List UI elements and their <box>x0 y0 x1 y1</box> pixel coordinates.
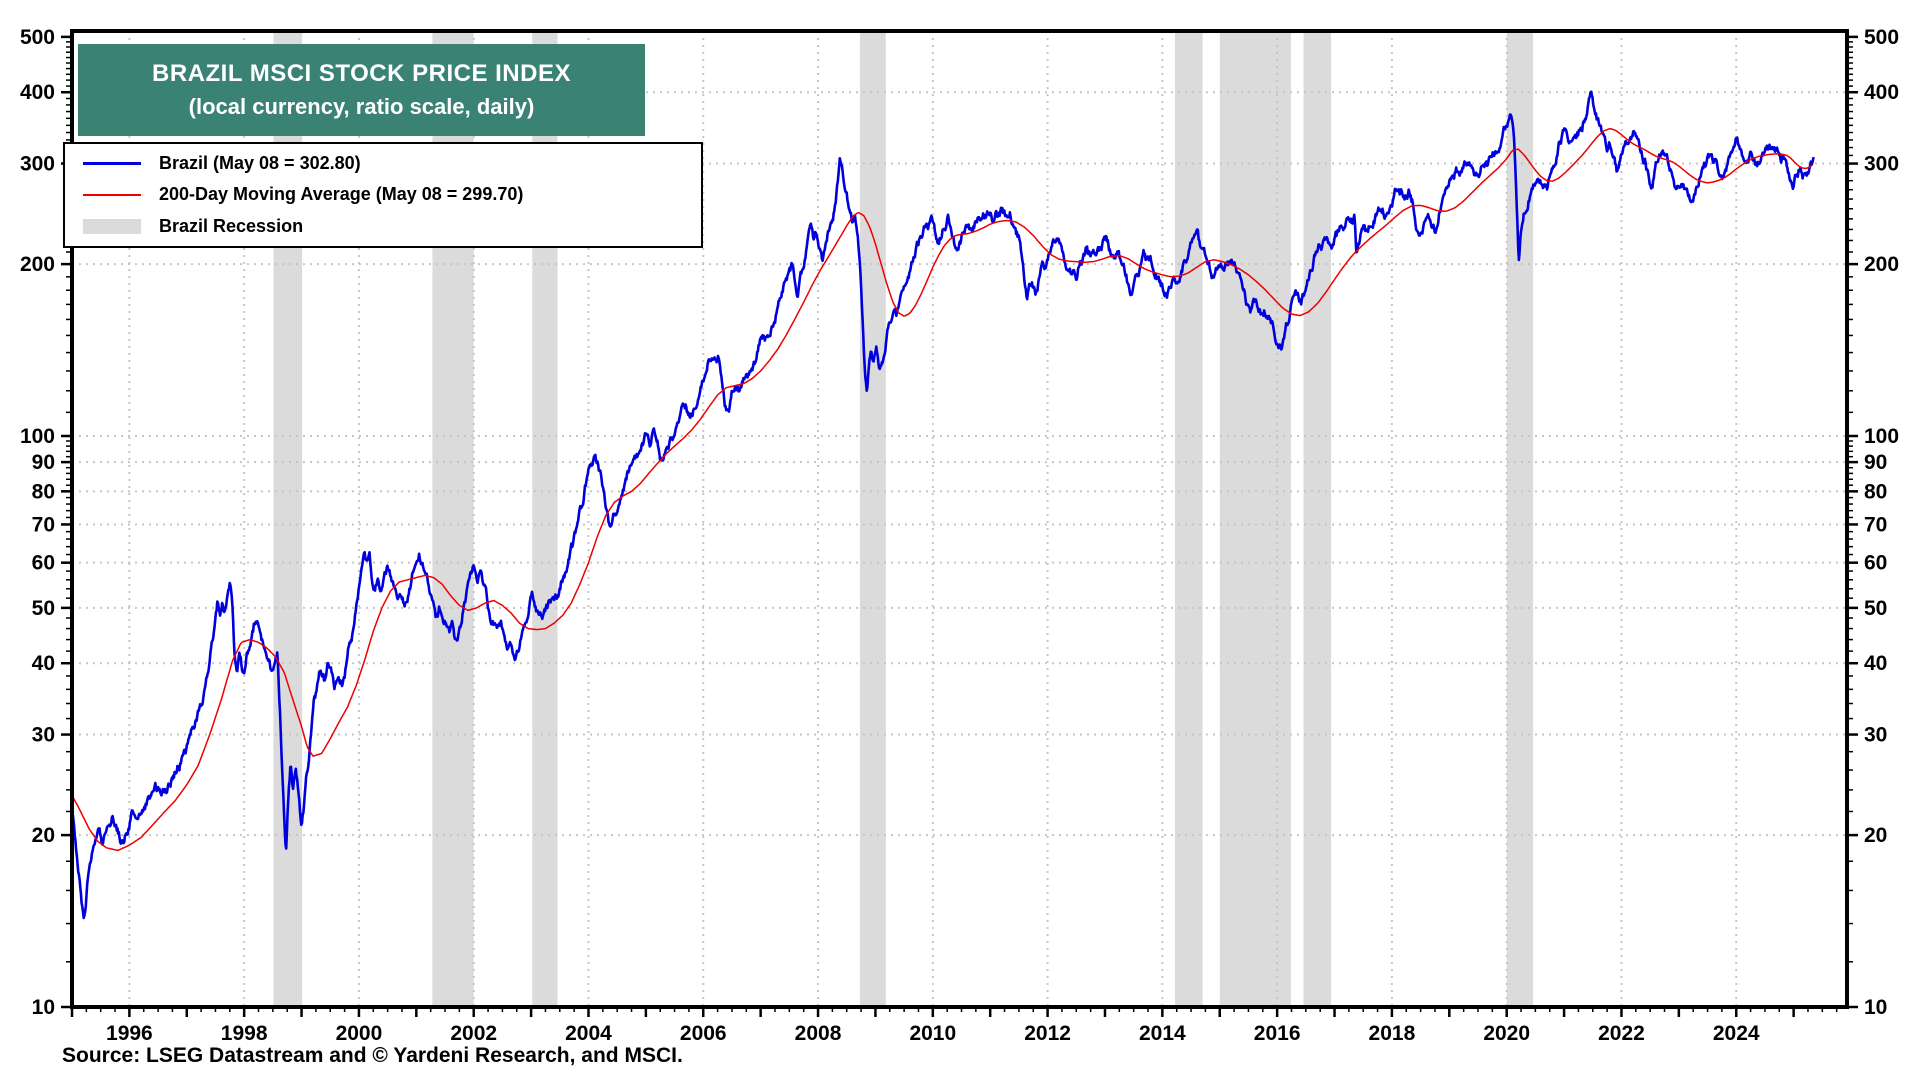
recession-band <box>1174 31 1203 1007</box>
legend-item-recession: Brazil Recession <box>65 211 701 242</box>
x-axis-label: 2020 <box>1483 1022 1530 1045</box>
y-axis-label-left: 80 <box>32 480 55 503</box>
x-axis-label: 2008 <box>795 1022 842 1045</box>
brazil-line-swatch <box>65 161 159 166</box>
y-axis-label-right: 10 <box>1864 996 1887 1019</box>
brazil-series-line <box>72 90 1815 920</box>
y-axis-label-left: 100 <box>20 425 55 448</box>
y-axis-label-left: 200 <box>20 253 55 276</box>
chart-subtitle: (local currency, ratio scale, daily) <box>188 94 535 119</box>
legend: Brazil (May 08 = 302.80) 200-Day Moving … <box>63 142 703 248</box>
y-axis-label-right: 50 <box>1864 597 1887 620</box>
y-axis-label-right: 300 <box>1864 153 1899 176</box>
y-axis-label-right: 30 <box>1864 724 1887 747</box>
recession-band <box>1506 31 1534 1007</box>
y-axis-label-right: 60 <box>1864 552 1887 575</box>
recession-swatch <box>65 218 159 234</box>
legend-label-moving-average: 200-Day Moving Average (May 08 = 299.70) <box>159 184 524 205</box>
x-axis-label: 2004 <box>565 1022 612 1045</box>
y-axis-label-left: 50 <box>32 597 55 620</box>
y-axis-label-right: 80 <box>1864 480 1887 503</box>
y-axis-label-left: 30 <box>32 724 55 747</box>
y-axis-label-right: 200 <box>1864 253 1899 276</box>
moving-average-line-swatch <box>65 194 159 196</box>
y-axis-label-left: 60 <box>32 552 55 575</box>
x-axis-label: 1998 <box>221 1022 268 1045</box>
x-axis-label: 2006 <box>680 1022 727 1045</box>
x-axis-label: 2010 <box>909 1022 956 1045</box>
plot-border <box>70 29 1849 1009</box>
y-axis-label-right: 400 <box>1864 81 1899 104</box>
y-axis-label-left: 90 <box>32 451 55 474</box>
y-axis-label-left: 20 <box>32 824 55 847</box>
y-axis-label-left: 70 <box>32 513 55 536</box>
chart-title-box: BRAZIL MSCI STOCK PRICE INDEX (local cur… <box>78 44 645 136</box>
legend-label-brazil: Brazil (May 08 = 302.80) <box>159 153 361 174</box>
y-axis-label-left: 10 <box>32 996 55 1019</box>
y-axis-label-right: 100 <box>1864 425 1899 448</box>
y-axis-label-right: 20 <box>1864 824 1887 847</box>
x-axis-label: 2012 <box>1024 1022 1071 1045</box>
x-axis-label: 2022 <box>1598 1022 1645 1045</box>
legend-item-moving-average: 200-Day Moving Average (May 08 = 299.70) <box>65 179 701 210</box>
x-axis-label: 2002 <box>450 1022 497 1045</box>
y-axis-label-right: 500 <box>1864 26 1899 49</box>
x-axis-label: 2014 <box>1139 1022 1186 1045</box>
recession-band <box>1219 31 1291 1007</box>
x-axis-label: 2024 <box>1713 1022 1760 1045</box>
y-axis-label-left: 300 <box>20 153 55 176</box>
line-color-sample <box>83 161 141 166</box>
x-axis-label: 2016 <box>1254 1022 1301 1045</box>
y-axis-label-right: 40 <box>1864 652 1887 675</box>
x-axis-label: 2018 <box>1369 1022 1416 1045</box>
y-axis-label-left: 500 <box>20 26 55 49</box>
chart-title: BRAZIL MSCI STOCK PRICE INDEX <box>152 60 571 87</box>
y-axis-label-left: 400 <box>20 81 55 104</box>
recession-color-box <box>83 218 141 234</box>
y-axis-label-left: 40 <box>32 652 55 675</box>
line-color-sample <box>83 194 141 196</box>
legend-item-brazil: Brazil (May 08 = 302.80) <box>65 148 701 179</box>
recession-band <box>859 31 886 1007</box>
recession-band <box>1303 31 1332 1007</box>
legend-label-recession: Brazil Recession <box>159 215 304 236</box>
source-credit: Source: LSEG Datastream and © Yardeni Re… <box>62 1044 683 1067</box>
x-axis-label: 2000 <box>336 1022 383 1045</box>
moving-average-line <box>72 128 1814 851</box>
y-axis-label-right: 90 <box>1864 451 1887 474</box>
x-axis-label: 1996 <box>106 1022 153 1045</box>
y-axis-label-right: 70 <box>1864 513 1887 536</box>
